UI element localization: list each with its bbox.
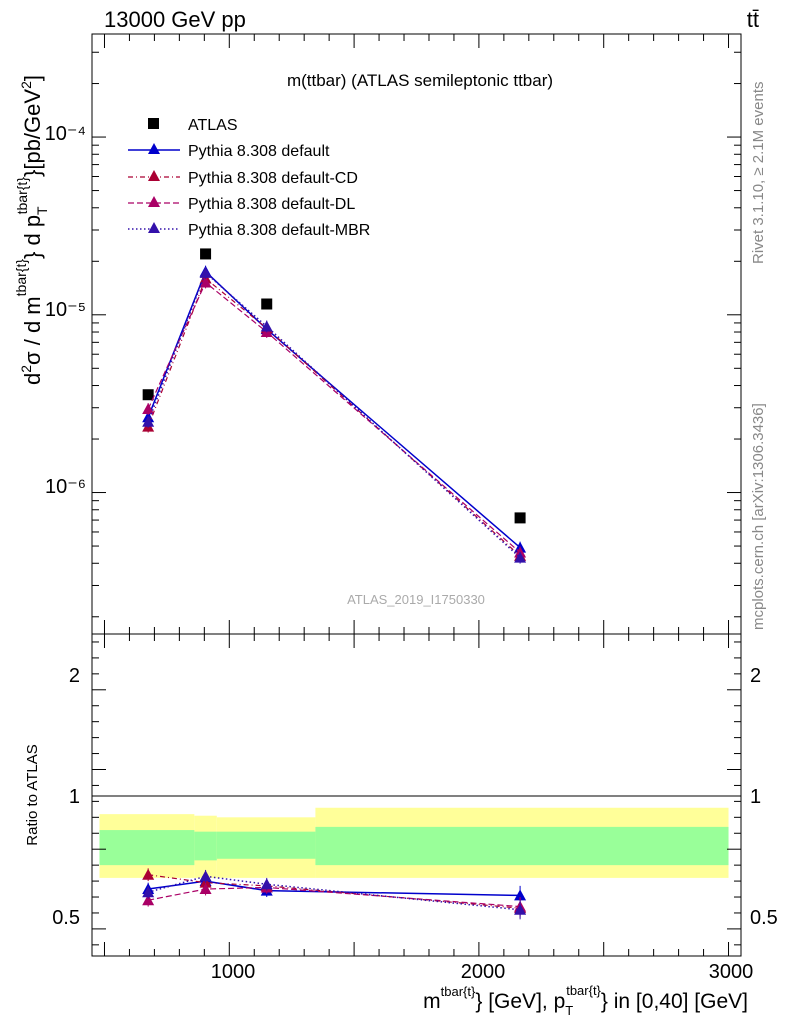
watermark: ATLAS_2019_I1750330 — [347, 592, 485, 607]
main-axis-ticks — [92, 34, 741, 634]
ratio-y-tick-labels-right: 0.5 1 2 — [750, 665, 778, 929]
series-line — [147, 281, 521, 553]
x-axis-label: mtbar{t}} [GeV], pTtbar{t}} in [0,40] [G… — [423, 983, 748, 1018]
data-point-atlas — [200, 248, 212, 260]
ratio-line — [148, 874, 521, 909]
y-tick-label: 2 — [69, 665, 80, 687]
x-tick-label: 3000 — [709, 961, 754, 983]
rivet-label: Rivet 3.1.10, ≥ 2.1M events — [750, 82, 767, 265]
ratio-y-axis-label: Ratio to ATLAS — [24, 744, 41, 845]
svg-text:d2σ / d mtbar{t}} d pTtbar{t}}: d2σ / d mtbar{t}} d pTtbar{t}}[pb/GeV2] — [13, 75, 50, 385]
y-tick-label: 2 — [750, 665, 761, 687]
series-line — [147, 271, 521, 559]
ratio-point — [142, 894, 155, 906]
uncertainty-bands — [99, 807, 729, 878]
data-point-atlas — [261, 298, 273, 310]
ratio-y-tick-labels-left: 0.5 1 2 — [52, 665, 80, 929]
ratio-series — [142, 868, 527, 920]
ratio-frame — [91, 633, 742, 957]
ratio-point — [199, 883, 212, 895]
y-tick-label: 10⁻⁶ — [45, 476, 86, 498]
x-tick-label: 1000 — [211, 961, 256, 983]
ratio-line — [147, 875, 521, 911]
data-point-atlas — [142, 389, 154, 401]
main-y-axis-label: d2σ / d mtbar{t}} d pTtbar{t}}[pb/GeV2] — [13, 75, 50, 385]
ratio-axis-ticks — [92, 634, 741, 956]
mcplots-label: mcplots.cern.ch [arXiv:1306.3436] — [750, 403, 767, 630]
legend-marker-mbr — [148, 222, 160, 233]
legend-label: Pythia 8.308 default-CD — [188, 170, 358, 187]
x-tick-labels: 1000 2000 3000 — [211, 961, 754, 983]
data-point — [260, 320, 273, 332]
y-tick-label: 10⁻⁴ — [45, 123, 86, 145]
legend-entry-cd: Pythia 8.308 default-CD — [128, 170, 358, 187]
ratio-point — [142, 886, 155, 898]
ratio-line — [148, 880, 521, 897]
legend-entry-mbr: Pythia 8.308 default-MBR — [128, 222, 370, 239]
uncertainty-band — [194, 831, 217, 861]
uncertainty-band — [315, 826, 729, 866]
legend-label: Pythia 8.308 default-DL — [188, 196, 355, 213]
series-line — [147, 270, 521, 549]
main-series — [142, 248, 527, 564]
legend-label: Pythia 8.308 default — [188, 143, 330, 160]
main-panel: m(ttbar) (ATLAS semileptonic ttbar) ATLA… — [13, 33, 742, 635]
data-point-atlas — [514, 512, 526, 524]
legend-entry-dl: Pythia 8.308 default-DL — [128, 196, 355, 213]
legend-entry-atlas: ATLAS — [148, 117, 238, 134]
legend: ATLAS Pythia 8.308 default Pythia 8.308 … — [128, 117, 370, 239]
legend-entry-default: Pythia 8.308 default — [128, 143, 330, 160]
ratio-point — [260, 878, 273, 890]
process-label: tt̄ — [747, 7, 759, 32]
y-tick-label: 1 — [750, 786, 761, 808]
ratio-point — [142, 868, 155, 880]
main-y-tick-labels: 10⁻⁶ 10⁻⁵ 10⁻⁴ — [45, 123, 86, 498]
uncertainty-band — [216, 831, 316, 859]
data-point — [142, 403, 155, 415]
data-point — [199, 276, 212, 288]
main-title: m(ttbar) (ATLAS semileptonic ttbar) — [287, 71, 553, 90]
uncertainty-band — [99, 830, 195, 866]
y-tick-label: 0.5 — [52, 907, 80, 929]
data-point — [142, 415, 155, 427]
ratio-panel: Ratio to ATLAS 0.5 1 2 0.5 1 2 1000 2000… — [24, 633, 778, 1018]
legend-marker-default — [148, 143, 160, 154]
energy-label: 13000 GeV pp — [104, 7, 246, 32]
ratio-point — [514, 903, 527, 915]
series-line — [147, 277, 521, 557]
y-tick-label: 0.5 — [750, 907, 778, 929]
legend-marker-dl — [148, 196, 160, 207]
data-point — [199, 266, 212, 278]
y-tick-label: 10⁻⁵ — [45, 299, 86, 321]
ratio-point — [199, 870, 212, 882]
legend-marker-cd — [148, 170, 160, 181]
data-point — [514, 551, 527, 563]
legend-marker-atlas — [148, 118, 159, 129]
x-tick-label: 2000 — [461, 961, 506, 983]
ratio-point — [514, 889, 527, 901]
legend-label: Pythia 8.308 default-MBR — [188, 222, 370, 239]
legend-label: ATLAS — [188, 117, 238, 134]
y-tick-label: 1 — [69, 786, 80, 808]
